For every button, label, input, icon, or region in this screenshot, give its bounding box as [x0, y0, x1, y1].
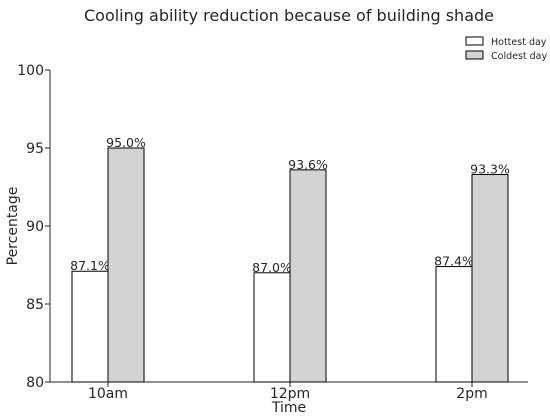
x-axis-label: Time	[271, 400, 306, 416]
data-label: 87.0%	[252, 260, 292, 275]
bar-coldest	[289, 169, 327, 383]
x-tick-label: 2pm	[456, 386, 487, 402]
x-tick-label: 10am	[88, 386, 128, 402]
y-tick-label: 95	[26, 141, 44, 157]
chart-title: Cooling ability reduction because of bui…	[84, 6, 494, 25]
data-label: 87.1%	[70, 258, 110, 273]
y-axis-label: Percentage	[5, 187, 21, 266]
data-label: 87.4%	[434, 254, 474, 269]
bar-hottest	[71, 270, 109, 383]
y-tick-label: 85	[26, 297, 44, 313]
bar-hottest	[435, 266, 473, 383]
bar-coldest	[471, 174, 509, 383]
legend: Hottest day Coldest day	[465, 36, 548, 62]
y-tick-label: 100	[17, 63, 44, 79]
legend-swatch	[465, 50, 484, 60]
y-tick-label: 90	[26, 219, 44, 235]
plot-area: 80 85 90 95 100 10am 12pm 2pm 87.1% 87.0% 87.4% 95.…	[17, 63, 528, 402]
data-label: 95.0%	[106, 135, 146, 150]
bar-coldest	[107, 147, 145, 383]
legend-swatch	[465, 36, 484, 46]
legend-label: Hottest day	[491, 37, 547, 48]
x-tick-label: 12pm	[270, 386, 310, 402]
legend-label: Coldest day	[491, 51, 548, 62]
data-label: 93.6%	[288, 157, 328, 172]
y-tick-label: 80	[26, 375, 44, 391]
bar-hottest	[253, 272, 291, 383]
data-label: 93.3%	[470, 162, 510, 177]
